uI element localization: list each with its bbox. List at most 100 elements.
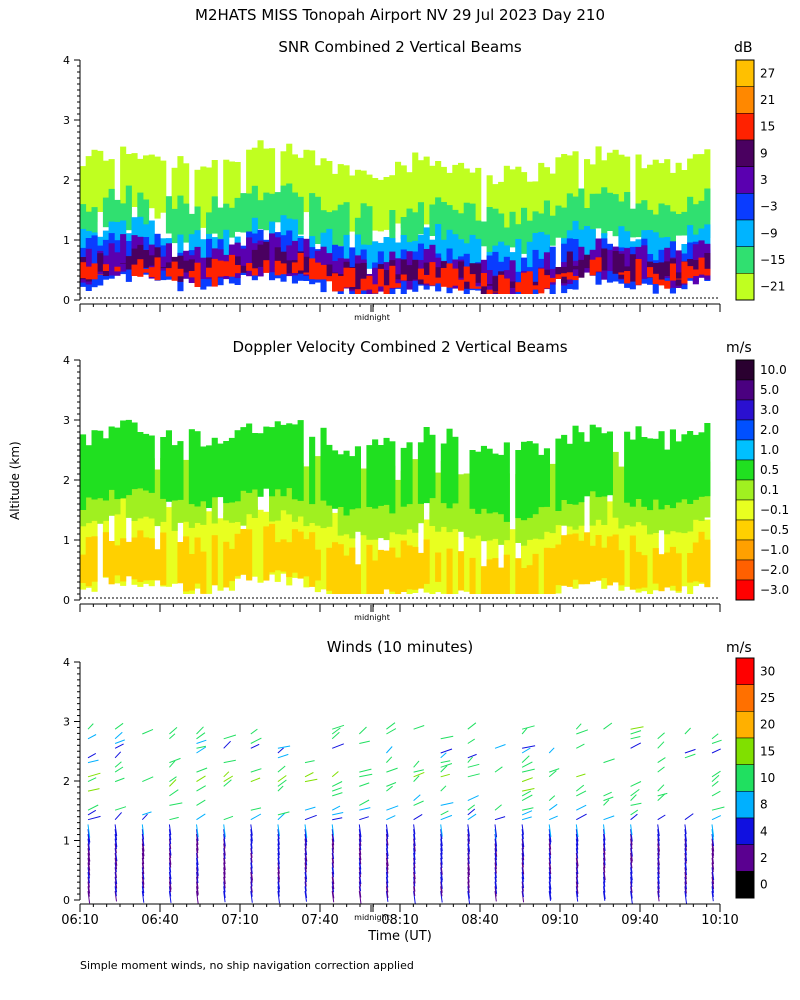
wind-barb	[114, 761, 122, 768]
heat-cell	[532, 211, 539, 248]
wind-barb	[684, 848, 688, 862]
heat-cell	[171, 167, 178, 219]
heat-cell	[102, 532, 109, 577]
wind-barb	[87, 848, 91, 862]
heat-cell	[635, 259, 642, 285]
heat-cell	[435, 552, 442, 582]
heat-cell	[349, 268, 356, 287]
wind-barb	[711, 876, 715, 889]
wind-barb	[467, 804, 476, 811]
wind-barb	[196, 732, 206, 740]
heat-cell	[647, 508, 654, 594]
heat-cell	[383, 270, 390, 287]
wind-barb	[223, 843, 226, 856]
heat-cell	[309, 532, 316, 587]
heat-cell	[687, 196, 694, 234]
wind-barb	[711, 780, 719, 787]
heat-cell	[160, 267, 167, 269]
wind-barb	[169, 760, 176, 768]
heat-cell	[332, 173, 339, 224]
wind-barb	[223, 886, 226, 898]
wind-barb	[440, 824, 443, 837]
heat-cell	[85, 156, 92, 214]
heat-cell	[131, 248, 138, 270]
wind-barb	[630, 891, 633, 904]
heat-cell	[240, 464, 247, 526]
wind-barb	[521, 755, 530, 763]
colorbar-swatch	[735, 113, 755, 141]
wind-barb	[169, 776, 177, 783]
wind-barb	[250, 857, 253, 869]
heat-cell	[143, 433, 150, 491]
wind-barb	[168, 862, 172, 873]
heat-cell	[269, 233, 276, 273]
wind-barb	[169, 816, 179, 821]
heat-cell	[440, 443, 447, 504]
heat-cell	[486, 289, 493, 294]
heat-cell	[206, 267, 213, 278]
wind-barb	[494, 838, 498, 852]
heat-cell	[148, 435, 155, 493]
wind-barb	[630, 833, 633, 846]
heat-cell	[515, 558, 522, 594]
footnote: Simple moment winds, no ship navigation …	[80, 959, 414, 972]
heat-cell	[251, 506, 258, 577]
colorbar-label: 0.1	[760, 483, 779, 497]
wind-barb	[142, 776, 154, 783]
wind-barb	[521, 876, 525, 889]
heat-cell	[177, 195, 184, 236]
wind-barb	[413, 838, 416, 852]
wind-barb	[603, 848, 606, 861]
heat-cell	[509, 169, 516, 230]
wind-barb	[359, 799, 370, 806]
heat-cell	[423, 156, 430, 225]
heat-cell	[463, 473, 470, 538]
wind-barb	[630, 862, 633, 874]
heat-cell	[372, 514, 379, 594]
wind-barb	[440, 891, 443, 903]
wind-barb	[223, 838, 226, 849]
heat-cell	[629, 254, 636, 282]
heat-cell	[97, 430, 104, 499]
heat-cell	[332, 273, 339, 292]
wind-barb	[467, 843, 470, 855]
wind-barb	[277, 891, 280, 904]
colorbar-label: 8	[760, 798, 768, 812]
wind-barb	[385, 886, 389, 898]
wind-barb	[467, 848, 470, 860]
wind-barb	[277, 862, 280, 874]
heat-cell	[137, 216, 144, 249]
heat-cell	[446, 428, 453, 509]
heat-cell	[624, 248, 631, 277]
heat-cell	[217, 260, 224, 277]
wind-barb	[114, 857, 118, 870]
midnight-label: midnight	[354, 313, 390, 322]
heat-cell	[211, 437, 218, 498]
heat-cell	[521, 207, 528, 254]
heat-cell	[108, 541, 115, 585]
heat-cell	[681, 434, 688, 500]
colorbar-swatch	[735, 379, 755, 401]
wind-barb	[359, 773, 373, 778]
wind-barb	[223, 734, 237, 740]
heat-cell	[400, 165, 407, 229]
heat-cell	[618, 154, 625, 216]
heat-cell	[165, 196, 172, 234]
heat-cell	[681, 469, 688, 534]
wind-barb	[494, 833, 498, 847]
wind-barb	[358, 829, 362, 842]
heat-cell	[469, 274, 476, 289]
wind-barb	[169, 779, 177, 787]
heat-cell	[131, 422, 138, 490]
heat-cell	[538, 232, 545, 266]
heat-cell	[589, 164, 596, 216]
heat-cell	[211, 160, 218, 222]
heat-cell	[532, 249, 539, 294]
wind-barb	[684, 813, 694, 821]
wind-barb	[250, 886, 253, 897]
heat-cell	[160, 532, 167, 586]
heat-cell	[114, 427, 121, 500]
heat-cell	[125, 419, 132, 496]
heat-cell	[251, 185, 258, 227]
wind-barb	[521, 829, 524, 840]
